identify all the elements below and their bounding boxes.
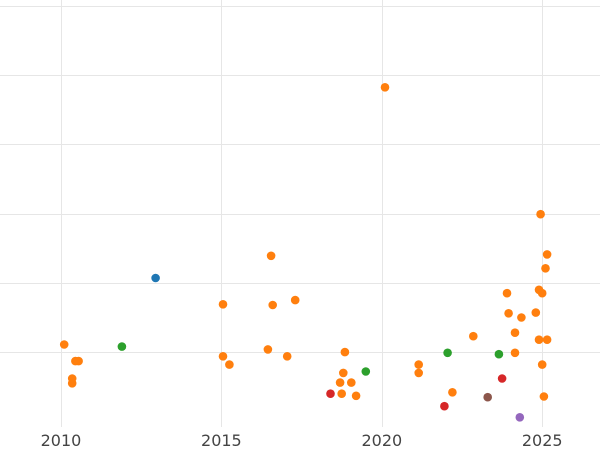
data-point xyxy=(59,340,69,349)
data-point xyxy=(351,391,361,401)
data-point xyxy=(218,300,228,309)
data-point xyxy=(414,360,424,369)
data-point xyxy=(510,328,520,338)
data-point xyxy=(536,209,545,219)
data-point xyxy=(515,413,525,422)
data-point xyxy=(469,331,478,341)
data-point xyxy=(497,374,507,383)
data-point xyxy=(534,335,544,345)
data-points xyxy=(59,83,552,422)
data-point xyxy=(151,273,160,283)
data-point xyxy=(337,389,347,399)
data-point xyxy=(542,335,552,345)
x-tick-label: 2025 xyxy=(522,431,563,450)
data-point xyxy=(510,348,520,358)
data-point xyxy=(268,300,278,310)
data-point xyxy=(537,288,547,298)
data-point xyxy=(347,378,356,387)
data-point xyxy=(361,367,371,376)
data-point xyxy=(74,356,83,366)
data-point xyxy=(263,345,273,354)
data-point xyxy=(443,348,452,358)
data-point xyxy=(531,308,541,317)
x-tick-labels: 2010 2015 2020 2025 xyxy=(41,431,563,450)
data-point xyxy=(380,83,390,92)
data-point xyxy=(494,349,504,359)
x-gridlines xyxy=(61,0,543,427)
data-point xyxy=(502,288,512,298)
data-point xyxy=(266,251,276,261)
data-point xyxy=(483,392,493,402)
data-point xyxy=(539,392,549,401)
data-point xyxy=(414,368,424,378)
data-point xyxy=(290,295,300,305)
data-point xyxy=(67,379,77,388)
y-gridlines xyxy=(0,6,600,353)
data-point xyxy=(340,347,350,357)
data-point xyxy=(335,378,345,387)
data-point xyxy=(282,352,292,361)
data-point xyxy=(504,309,513,318)
x-tick-label: 2010 xyxy=(41,431,82,450)
data-point xyxy=(117,342,127,351)
data-point xyxy=(326,389,335,399)
data-point xyxy=(537,360,547,369)
data-point xyxy=(542,250,552,259)
x-tick-label: 2015 xyxy=(201,431,242,450)
data-point xyxy=(517,313,526,322)
data-point xyxy=(448,388,457,397)
data-point xyxy=(541,264,550,273)
data-point xyxy=(440,401,449,411)
data-point xyxy=(339,368,348,378)
x-tick-label: 2020 xyxy=(361,431,402,450)
data-point xyxy=(225,360,234,369)
data-point xyxy=(218,352,228,361)
